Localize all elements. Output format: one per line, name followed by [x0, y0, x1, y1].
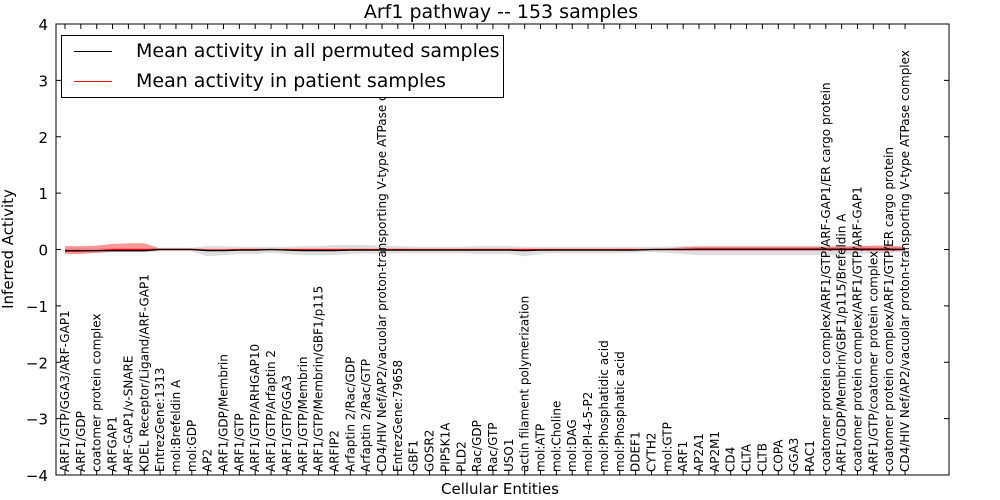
x-tick-label: ARF1/GTP/coatomer protein complex: [866, 251, 880, 472]
permuted-mean-line: [65, 248, 905, 252]
x-tick-label: mol:GTP: [660, 422, 674, 472]
x-axis-ticks: ARF1/GTP/GGA3/ARF-GAP1 ARF1/GDP coatomer p…: [58, 24, 912, 475]
y-axis-label: Inferred Activity: [0, 189, 17, 309]
x-tick-label: CD4: [724, 447, 738, 472]
x-tick-label: EntrezGene:79658: [391, 360, 405, 472]
x-tick-label: AP2: [201, 449, 215, 472]
x-tick-label: mol:GDP: [185, 420, 199, 472]
x-tick-label: PIP5K1A: [438, 422, 452, 472]
x-tick-label: ARF1/GTP/ARHGAP10: [248, 344, 262, 472]
y-tick-label: 2: [38, 129, 48, 147]
y-tick-label: −1: [26, 298, 48, 316]
legend-swatch-black: [74, 50, 112, 52]
y-tick-label: 3: [38, 72, 48, 90]
x-tick-label: mol:PI-4-5-P2: [581, 392, 595, 472]
x-tick-label: AP2A1: [692, 433, 706, 472]
x-tick-label: coatomer protein complex: [90, 314, 104, 472]
x-tick-label: ARF-GAP1/v-SNARE: [121, 356, 135, 472]
x-tick-label: coatomer protein complex/ARF1/GTP/ARF-GA…: [851, 186, 865, 472]
x-tick-label: Arfaptin 2/Rac/GDP: [343, 357, 357, 472]
y-tick-label: −4: [26, 467, 48, 485]
x-tick-label: ARF1/GDP/Membrin/GBF1/p115/Brefeldin A: [835, 213, 849, 472]
chart-title: Arf1 pathway -- 153 samples: [364, 1, 638, 23]
x-tick-label: mol:Brefeldin A: [169, 379, 183, 472]
legend-item-permuted: Mean activity in all permuted samples: [74, 37, 499, 65]
x-tick-label: ARF1/GDP/Membrin: [217, 354, 231, 472]
x-tick-label: ARF1/GTP/Membrin/GBF1/p115: [312, 286, 326, 472]
x-tick-label: DDEF1: [629, 431, 643, 472]
x-tick-label: Rac/GDP: [470, 420, 484, 472]
y-tick-label: 0: [38, 242, 48, 260]
x-tick-label: mol:ATP: [534, 424, 548, 472]
x-tick-label: GOSR2: [423, 430, 437, 472]
x-tick-label: CLTB: [755, 443, 769, 472]
x-tick-label: EntrezGene:1313: [153, 368, 167, 473]
x-tick-label: CLTA: [740, 443, 754, 472]
x-tick-label: GGA3: [787, 438, 801, 472]
x-tick-label: COPA: [771, 439, 785, 472]
x-tick-label: ARF1/GTP/GGA3: [280, 375, 294, 472]
y-tick-label: 1: [38, 185, 48, 203]
x-tick-label: RAC1: [803, 440, 817, 472]
x-tick-label: ARF1/GTP/GGA3/ARF-GAP1: [58, 310, 72, 472]
legend-swatch-red: [74, 80, 112, 82]
x-tick-label: KDEL Receptor/Ligand/ARF-GAP1: [137, 274, 151, 472]
x-tick-label: ARF1/GTP/Membrin: [296, 356, 310, 472]
x-tick-label: actin filament polymerization: [518, 296, 532, 472]
x-tick-label: mol:Phosphatidic acid: [597, 340, 611, 472]
x-tick-label: coatomer protein complex/ARF1/GTP/ARF-GA…: [819, 82, 833, 472]
x-tick-label: ARFIP2: [327, 430, 341, 472]
y-tick-label: −2: [26, 354, 48, 372]
y-tick-label: 4: [38, 16, 48, 34]
legend-item-patient: Mean activity in patient samples: [74, 67, 446, 95]
x-tick-label: AP2M1: [708, 431, 722, 472]
x-tick-label: USO1: [502, 439, 516, 472]
x-tick-label: ARF1/GTP: [232, 413, 246, 472]
x-tick-label: ARF1: [676, 441, 690, 472]
x-tick-label: coatomer protein complex/ARF1/GTP/ER car…: [882, 147, 896, 472]
x-axis-label: Cellular Entities: [441, 480, 559, 498]
x-tick-label: mol:Phosphatic acid: [613, 351, 627, 472]
y-axis-ticks: 4 3 2 1 0 −1 −2 −3 −4: [26, 16, 949, 485]
legend-label-patient: Mean activity in patient samples: [136, 70, 446, 92]
x-tick-label: mol:DAG: [565, 419, 579, 472]
x-tick-label: CYTH2: [644, 433, 658, 473]
x-tick-label: mol:Choline: [549, 401, 563, 472]
x-tick-label: ARF1/GTP/Arfaptin 2: [264, 350, 278, 472]
x-tick-label: ARFGAP1: [106, 416, 120, 472]
x-tick-label: ARF1/GDP: [74, 411, 88, 472]
x-tick-label: GBF1: [407, 440, 421, 472]
legend-label-permuted: Mean activity in all permuted samples: [136, 40, 500, 62]
x-tick-label: CD4/HIV Nef/AP2/vacuolar proton-transpor…: [375, 50, 389, 472]
series-lines: [65, 248, 906, 252]
x-tick-label: Arfaptin 2/Rac/GTP: [359, 359, 373, 472]
x-tick-label: PLD2: [454, 441, 468, 472]
y-tick-label: −3: [26, 411, 48, 429]
x-tick-label: CD4/HIV Nef/AP2/vacuolar proton-transpor…: [898, 50, 912, 472]
x-tick-label: Rac/GTP: [486, 422, 500, 472]
legend: Mean activity in all permuted samples Me…: [61, 35, 504, 98]
